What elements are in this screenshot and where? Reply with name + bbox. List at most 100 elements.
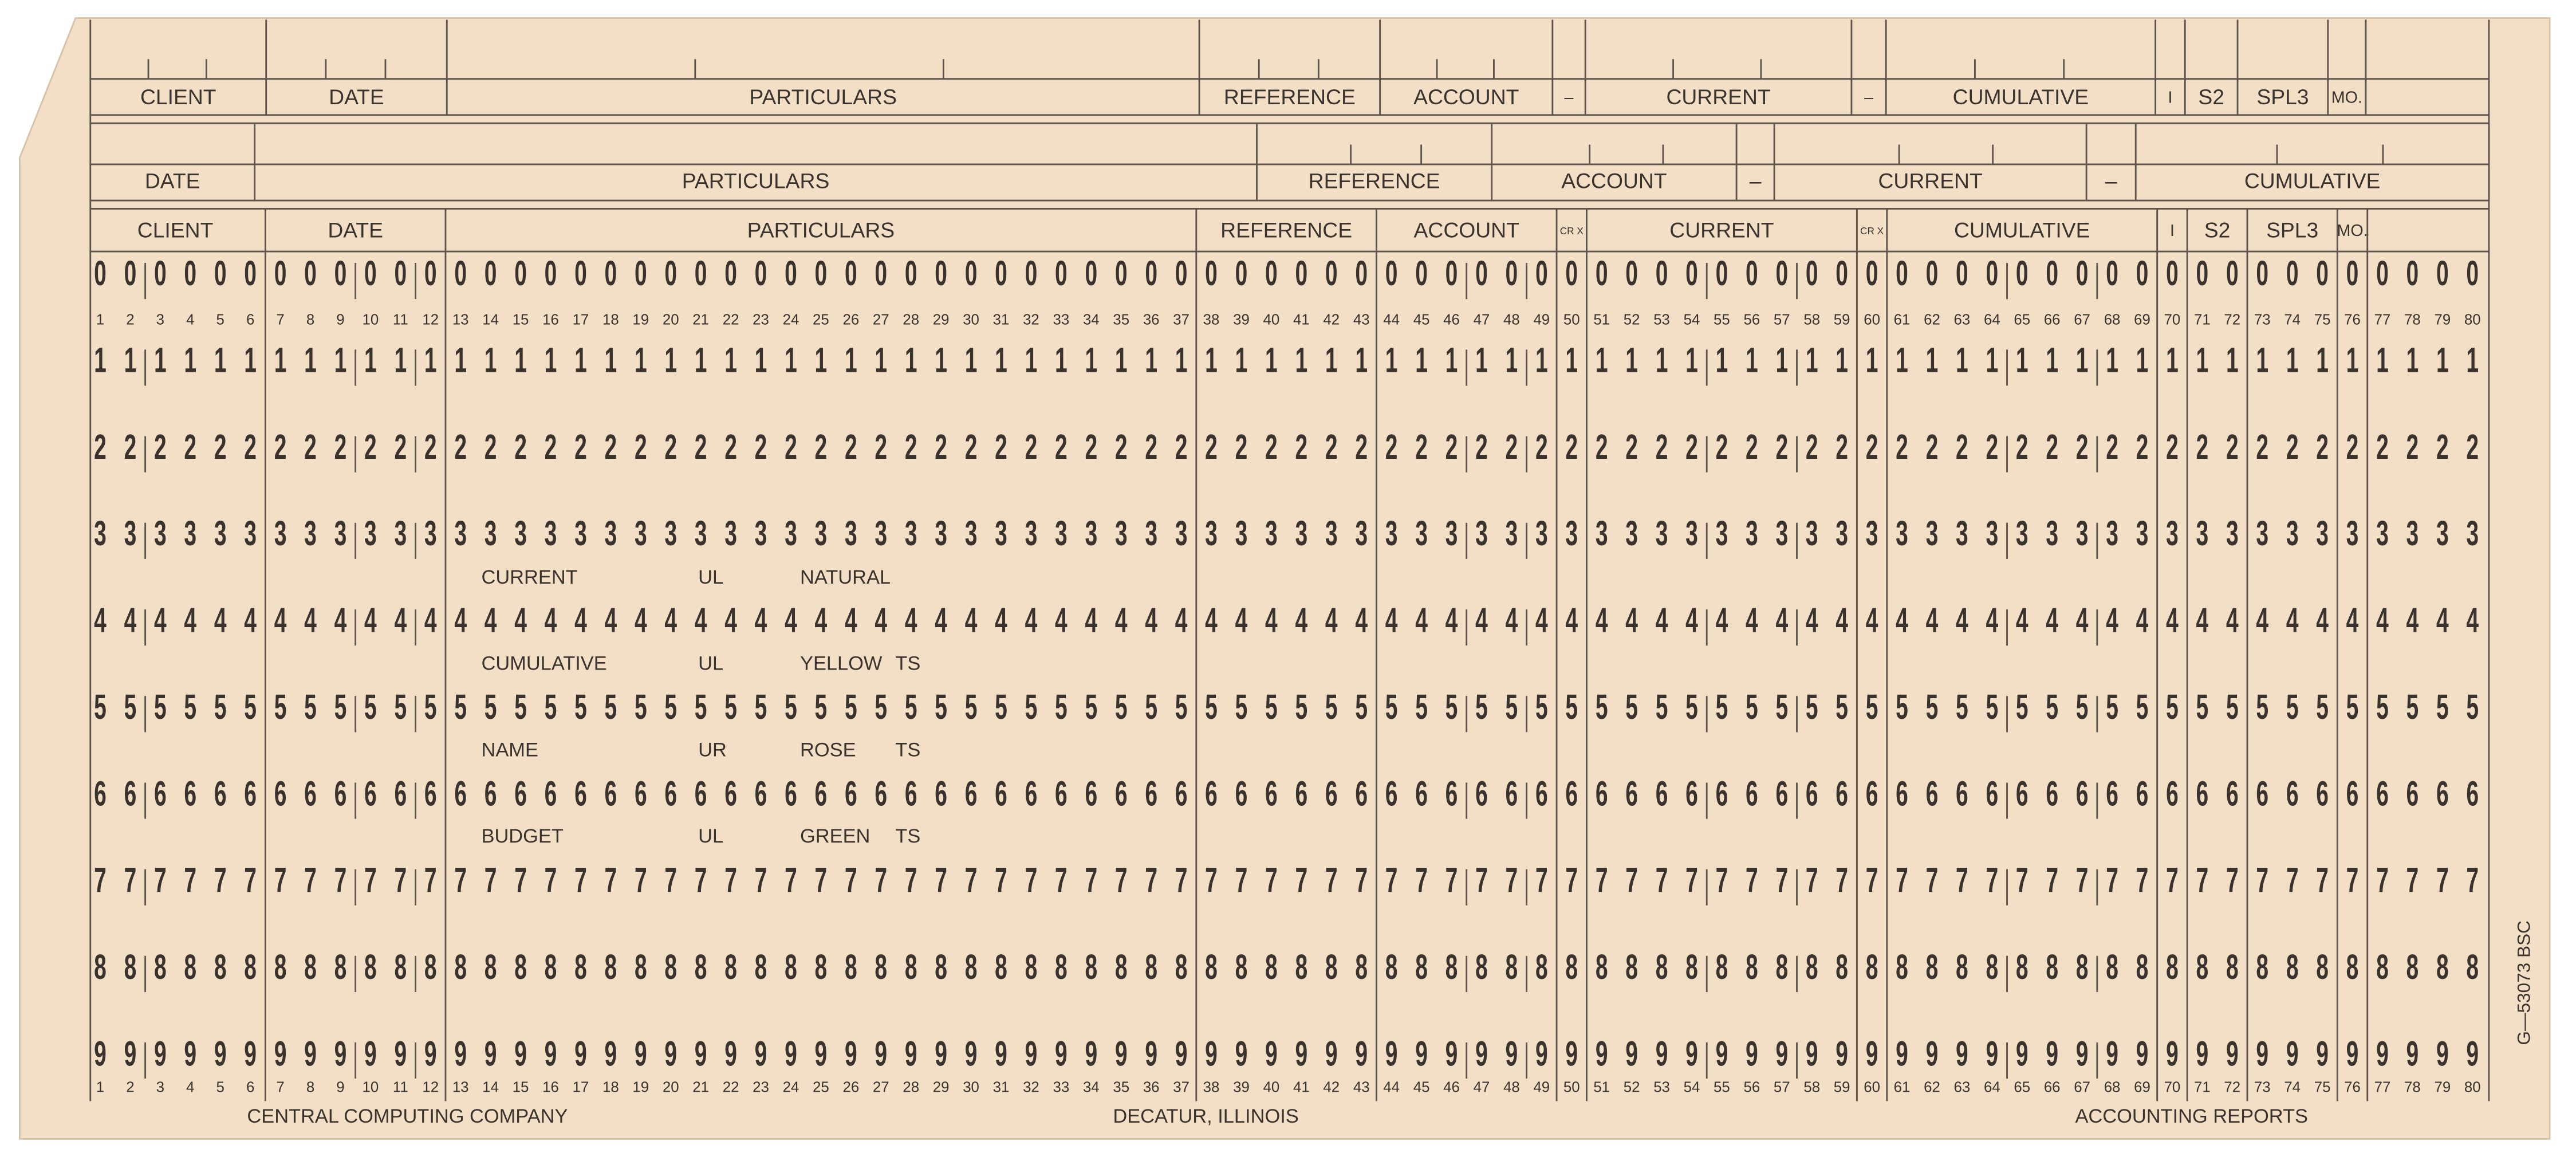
- punch-digit: 4: [875, 601, 887, 640]
- punch-digit: 2: [2376, 427, 2389, 466]
- punch-digit: 4: [2256, 601, 2268, 640]
- punch-digit: 0: [154, 254, 167, 293]
- punch-digit: 3: [424, 514, 437, 553]
- punch-digit: 9: [1205, 1034, 1218, 1073]
- punch-digit: 5: [1055, 687, 1068, 726]
- punch-digit: 8: [695, 947, 707, 986]
- punch-digit: 6: [1355, 774, 1368, 813]
- column-number: 49: [1533, 1079, 1550, 1095]
- punch-digit: 4: [214, 601, 227, 640]
- punch-digit: 1: [394, 341, 407, 380]
- column-number: 45: [1413, 1079, 1430, 1095]
- punch-digit: 9: [2346, 1034, 2359, 1073]
- color-note: ROSE: [800, 739, 856, 761]
- punch-digit: 0: [1265, 254, 1278, 293]
- punch-digit: 8: [1896, 947, 1908, 986]
- punch-digit: 7: [94, 861, 107, 900]
- punch-digit: 0: [1866, 254, 1878, 293]
- punch-digit: 6: [845, 774, 857, 813]
- punch-digit: 1: [935, 341, 947, 380]
- punch-digit: 1: [965, 341, 978, 380]
- punch-digit: 2: [785, 427, 797, 466]
- column-number: 60: [1864, 1079, 1880, 1095]
- punch-digit: 3: [1596, 514, 1608, 553]
- punch-digit: 5: [845, 687, 857, 726]
- punch-digit: 1: [1596, 341, 1608, 380]
- punch-digit: 2: [454, 427, 467, 466]
- punch-digit: 4: [154, 601, 167, 640]
- punch-digit: 6: [2076, 774, 2089, 813]
- punch-digit: 1: [1806, 341, 1818, 380]
- punch-digit: 0: [1385, 254, 1398, 293]
- column-number: 25: [813, 1079, 829, 1095]
- punch-digit: 7: [905, 861, 917, 900]
- punch-digit: 7: [2466, 861, 2479, 900]
- punch-digit: 7: [2166, 861, 2179, 900]
- punch-digit: 8: [2076, 947, 2089, 986]
- punch-digit: 9: [1415, 1034, 1428, 1073]
- punch-digit: 1: [364, 341, 377, 380]
- punch-digit: 5: [2346, 687, 2359, 726]
- column-number: 55: [1714, 1079, 1730, 1095]
- punch-digit: 8: [2196, 947, 2209, 986]
- punch-digit: 6: [1506, 774, 1518, 813]
- punch-digit: 4: [485, 601, 497, 640]
- column-number: 39: [1233, 1079, 1250, 1095]
- punch-digit: 5: [2286, 687, 2299, 726]
- punch-digit: 9: [514, 1034, 527, 1073]
- punch-digit: 0: [2346, 254, 2359, 293]
- punch-digit: 7: [574, 861, 587, 900]
- punch-digit: 7: [1295, 861, 1307, 900]
- punch-digit: 9: [1596, 1034, 1608, 1073]
- punch-digit: 4: [574, 601, 587, 640]
- column-number: 77: [2374, 1079, 2391, 1095]
- punch-digit: 4: [2046, 601, 2058, 640]
- punch-digit: 2: [1656, 427, 1668, 466]
- punch-digit: 8: [1265, 947, 1278, 986]
- column-number: 3: [156, 1079, 164, 1095]
- punch-digit: 1: [1775, 341, 1788, 380]
- punch-digit: 4: [1475, 601, 1488, 640]
- column-number: 30: [963, 1079, 979, 1095]
- punch-digit: 7: [334, 861, 347, 900]
- punch-digit: 3: [1716, 514, 1728, 553]
- punch-digit: 5: [2136, 687, 2149, 726]
- punch-digit: 9: [1685, 1034, 1698, 1073]
- column-number: 26: [842, 1079, 859, 1095]
- punch-digit: 2: [364, 427, 377, 466]
- punch-digit: 5: [1716, 687, 1728, 726]
- column-number: 69: [2134, 1079, 2150, 1095]
- punch-digit: 7: [1716, 861, 1728, 900]
- punch-digit: 8: [424, 947, 437, 986]
- punch-digit: 1: [2016, 341, 2028, 380]
- punch-digit: 4: [394, 601, 407, 640]
- punch-digit: 3: [1956, 514, 1968, 553]
- punch-digit: 0: [184, 254, 196, 293]
- punch-digit: 3: [1235, 514, 1248, 553]
- punch-digit: 9: [905, 1034, 917, 1073]
- column-number: 32: [1023, 1079, 1039, 1095]
- column-number: 14: [482, 1079, 499, 1095]
- punch-digit: 2: [724, 427, 737, 466]
- punch-digit: 6: [1475, 774, 1488, 813]
- punch-digit: 7: [1055, 861, 1068, 900]
- punch-digit: 9: [1445, 1034, 1458, 1073]
- punch-digit: 7: [1235, 861, 1248, 900]
- punch-digit: 4: [2016, 601, 2028, 640]
- column-number: 17: [573, 312, 589, 328]
- punch-digit: 8: [1025, 947, 1038, 986]
- punch-digit: 1: [2226, 341, 2239, 380]
- column-number: 29: [933, 1079, 950, 1095]
- punch-digit: 3: [94, 514, 107, 553]
- punch-digit: 8: [184, 947, 196, 986]
- punch-digit: 0: [1836, 254, 1848, 293]
- punch-digit: 6: [244, 774, 257, 813]
- punch-digit: 9: [274, 1034, 287, 1073]
- punch-digit: 8: [1055, 947, 1068, 986]
- punch-digit: 3: [1325, 514, 1338, 553]
- punch-digit: 2: [1956, 427, 1968, 466]
- punch-digit: 0: [2226, 254, 2239, 293]
- punch-digit: 4: [815, 601, 828, 640]
- punch-digit: 3: [785, 514, 797, 553]
- punch-digit: 4: [545, 601, 557, 640]
